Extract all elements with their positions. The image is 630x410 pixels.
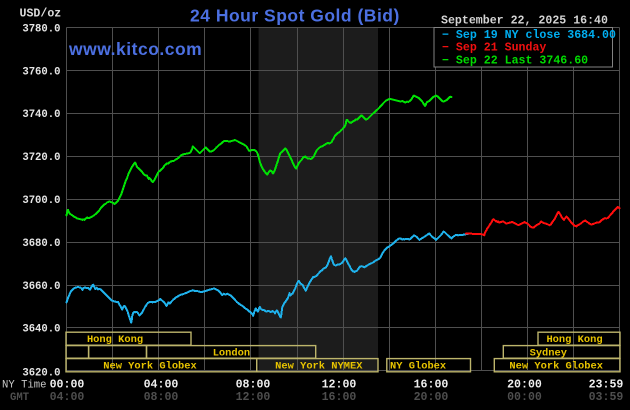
svg-text:3620.0: 3620.0	[22, 368, 60, 380]
svg-text:23:59: 23:59	[589, 379, 624, 392]
svg-text:3720.0: 3720.0	[22, 152, 60, 164]
svg-text:03:59: 03:59	[589, 391, 624, 404]
svg-text:12:00: 12:00	[236, 391, 271, 404]
svg-text:24 Hour Spot Gold (Bid): 24 Hour Spot Gold (Bid)	[190, 6, 400, 26]
svg-text:08:00: 08:00	[236, 379, 271, 392]
svg-text:New York Globex: New York Globex	[103, 361, 197, 373]
svg-text:3640.0: 3640.0	[22, 324, 60, 336]
svg-text:GMT: GMT	[10, 392, 30, 404]
svg-text:September 22, 2025 16:40: September 22, 2025 16:40	[441, 15, 608, 28]
svg-text:3760.0: 3760.0	[22, 66, 60, 78]
svg-text:12:00: 12:00	[322, 379, 357, 392]
svg-text:04:00: 04:00	[144, 379, 179, 392]
svg-text:New York Globex: New York Globex	[509, 361, 603, 373]
svg-text:USD/oz: USD/oz	[20, 8, 62, 21]
svg-text:New York NYMEX: New York NYMEX	[275, 361, 363, 373]
svg-text:www.kitco.com: www.kitco.com	[68, 39, 202, 59]
svg-text:Hong Kong: Hong Kong	[546, 334, 602, 346]
svg-text:NY Globex: NY Globex	[390, 361, 446, 373]
svg-text:3700.0: 3700.0	[22, 195, 60, 207]
svg-text:− Sep 22 Last 3746.60: − Sep 22 Last 3746.60	[442, 54, 588, 67]
svg-text:Hong Kong: Hong Kong	[87, 334, 143, 346]
svg-text:00:00: 00:00	[50, 379, 85, 392]
svg-text:3660.0: 3660.0	[22, 281, 60, 293]
svg-text:3780.0: 3780.0	[22, 24, 60, 36]
svg-text:20:00: 20:00	[414, 391, 449, 404]
svg-text:3680.0: 3680.0	[22, 238, 60, 250]
svg-text:20:00: 20:00	[507, 379, 542, 392]
svg-text:16:00: 16:00	[322, 391, 357, 404]
svg-text:16:00: 16:00	[414, 379, 449, 392]
svg-text:04:00: 04:00	[50, 391, 85, 404]
svg-text:08:00: 08:00	[144, 391, 179, 404]
svg-text:− Sep 21 Sunday: − Sep 21 Sunday	[442, 42, 546, 55]
svg-text:3740.0: 3740.0	[22, 109, 60, 121]
svg-text:Sydney: Sydney	[530, 348, 568, 360]
svg-text:London: London	[213, 348, 250, 360]
svg-text:− Sep 19 NY close 3684.00: − Sep 19 NY close 3684.00	[442, 29, 616, 42]
svg-text:00:00: 00:00	[507, 391, 542, 404]
svg-text:NY Time: NY Time	[2, 380, 47, 392]
